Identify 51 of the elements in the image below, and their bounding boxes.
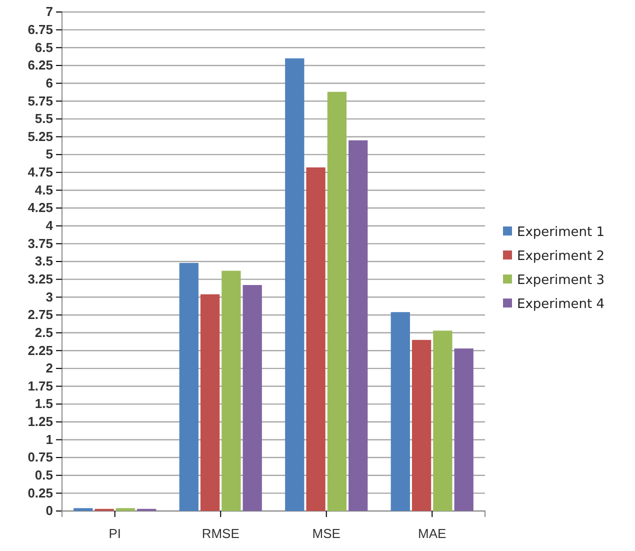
y-tick-label: 3.5 (34, 254, 53, 269)
y-tick-label: 1.75 (28, 378, 53, 394)
x-tick-label: PI (108, 526, 122, 542)
y-tick-label: 2 (46, 360, 53, 376)
bar (74, 508, 93, 511)
bar (222, 270, 241, 511)
y-tick-label: 6.75 (28, 22, 53, 37)
y-tick-label: 2.75 (28, 307, 53, 322)
bar (200, 294, 220, 511)
y-tick-label: 0.5 (34, 468, 53, 483)
y-tick-label: 7 (46, 4, 53, 20)
y-tick-label: 0.25 (28, 485, 53, 500)
y-tick-label: 6.25 (28, 58, 53, 73)
y-tick-label: 6 (46, 75, 53, 90)
y-tick-label: 1.25 (28, 414, 53, 430)
y-tick-label: 2.25 (28, 342, 53, 358)
y-tick-label: 4.75 (28, 164, 53, 180)
legend-label: Experiment 4 (517, 297, 605, 312)
y-tick-label: 1.5 (34, 396, 53, 412)
y-tick-label: 5.75 (28, 93, 53, 108)
y-tick-label: 5.25 (28, 128, 53, 144)
y-tick-label: 3.75 (28, 236, 53, 251)
bar (454, 348, 474, 511)
y-tick-label: 2.5 (34, 324, 53, 340)
x-tick-label: MAE (418, 526, 447, 542)
bar (390, 312, 410, 511)
legend-label: Experiment 2 (517, 249, 605, 264)
bar (306, 167, 326, 511)
y-tick-label: 4 (46, 218, 54, 234)
y-tick-label: 0.75 (28, 450, 53, 465)
y-tick-label: 3.25 (28, 271, 53, 286)
x-tick-label: RMSE (202, 526, 240, 542)
bar (348, 140, 368, 511)
y-tick-label: 4.5 (34, 182, 53, 198)
y-tick-label: 5 (46, 146, 53, 162)
bar (327, 92, 347, 511)
x-tick-label: MSE (312, 526, 341, 542)
y-tick-label: 0 (46, 503, 53, 518)
bar (242, 285, 262, 511)
y-tick-label: 6.5 (34, 40, 53, 55)
legend-label: Experiment 1 (517, 225, 605, 240)
bar (179, 262, 198, 511)
bar (285, 58, 304, 511)
y-tick-label: 1 (46, 432, 53, 447)
bar (116, 508, 136, 511)
legend-label: Experiment 3 (517, 273, 605, 288)
y-tick-label: 4.25 (28, 200, 53, 216)
y-tick-label: 5.5 (34, 111, 53, 126)
y-tick-label: 3 (46, 289, 53, 304)
bar (412, 340, 432, 511)
bar (433, 330, 452, 511)
